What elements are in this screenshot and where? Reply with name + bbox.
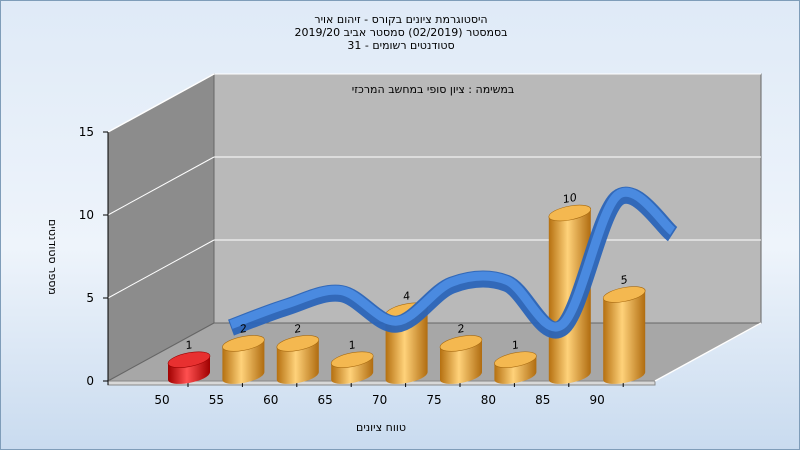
bar-top — [222, 335, 265, 352]
bar-body — [603, 290, 646, 384]
trend-ribbon — [228, 186, 679, 339]
grid-lines — [107, 73, 761, 299]
trend-ribbon-top — [229, 187, 676, 332]
bar — [494, 351, 537, 384]
bar-top — [439, 335, 483, 352]
chart-semester: בסמסטר (02/2019) סמסטר אביב 2019/20 — [294, 26, 508, 39]
bar-top — [330, 351, 374, 368]
bar-value-label: 2 — [294, 322, 301, 336]
bar-value-label: 1 — [349, 338, 356, 352]
bar-top — [494, 351, 537, 368]
x-tick-label: 70 — [372, 393, 387, 407]
x-axis-ticks: 50 55 60 65 70 75 80 85 90 — [154, 381, 624, 407]
bar-value-label: 4 — [403, 289, 410, 303]
bar — [330, 351, 374, 384]
x-tick-label: 85 — [535, 393, 550, 407]
box-edge — [654, 322, 762, 382]
bar-top — [276, 335, 320, 352]
bar — [439, 335, 483, 384]
x-tick-label: 75 — [426, 393, 441, 407]
x-tick-label: 65 — [318, 393, 333, 407]
x-tick-label: 90 — [590, 393, 605, 407]
x-tick-label: 80 — [481, 393, 496, 407]
y-tick-label: 15 — [79, 125, 94, 139]
y-axis-ticks: 0 5 10 15 — [79, 125, 109, 388]
x-tick-label: 55 — [209, 393, 224, 407]
bar-value-label: 10 — [563, 191, 577, 206]
chart-subtitle: במשימה : ציון סופי במחשב המרכזי — [352, 83, 515, 96]
grid-line — [107, 239, 215, 299]
x-tick-label: 50 — [154, 393, 169, 407]
bar-top — [602, 286, 646, 303]
x-axis-title: טווח ציונים — [356, 421, 406, 434]
grid-line — [107, 73, 215, 133]
chart-title: היסטוגרמת ציונים בקורס - זיהום אויר — [314, 13, 488, 26]
y-tick-label: 0 — [86, 374, 94, 388]
bar-value-label: 2 — [240, 322, 247, 336]
y-tick-label: 10 — [79, 208, 94, 222]
y-axis-title: מספר סטודנטים — [46, 219, 59, 295]
grid-line — [107, 156, 215, 216]
bar — [602, 286, 646, 384]
bar-value-label: 2 — [457, 322, 464, 336]
bar-value-label: 1 — [185, 338, 192, 352]
y-tick-label: 5 — [86, 291, 94, 305]
bar-value-label: 5 — [621, 273, 628, 287]
x-tick-label: 60 — [263, 393, 278, 407]
bar — [222, 335, 265, 384]
bar — [167, 351, 211, 384]
chart-enrolled: סטודנטים רשומים - 31 — [347, 39, 455, 52]
data-labels: 1 2 2 1 4 2 1 10 5 — [185, 191, 627, 352]
bar-value-label: 1 — [512, 338, 519, 352]
bar-top — [548, 204, 592, 222]
bar-top — [167, 351, 211, 368]
bar — [276, 335, 320, 384]
